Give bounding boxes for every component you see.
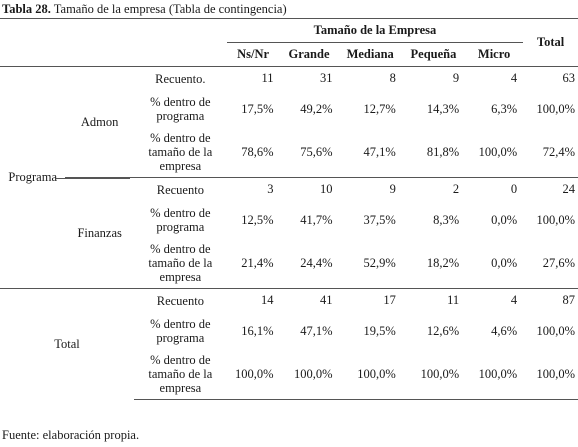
row-label: % dentro de tamaño de la empresa	[148, 130, 213, 174]
group-title: Tamaño de la Empresa	[226, 18, 524, 43]
cell-value: 11	[226, 66, 280, 91]
table-row: % dentro de tamaño de la empresa 100,0% 10…	[0, 349, 578, 400]
cell-value: 2	[401, 177, 466, 202]
cell-value: 100,0%	[478, 144, 518, 159]
cell-value: 49,2%	[300, 101, 333, 116]
cell-value: 100,0%	[226, 349, 280, 400]
column-header: Micro	[477, 47, 511, 61]
cell-value: 11	[401, 288, 466, 313]
table-row: % dentro de tamaño de la empresa 78,6% 75,…	[0, 128, 578, 178]
cell-value: 8	[338, 66, 402, 91]
row-label: % dentro de programa	[150, 94, 211, 123]
row-label: % dentro de tamaño de la empresa	[148, 241, 213, 285]
table-row: % dentro de programa 17,5% 49,2% 12,7% 14,3%…	[0, 91, 578, 128]
cell-value: 3	[226, 177, 280, 202]
caption-text: Tamaño de la empresa (Tabla de contingen…	[50, 2, 287, 16]
group-label-cell: Total	[0, 288, 134, 400]
cell-total: 63	[523, 66, 578, 91]
cell-value: 100,0%	[465, 349, 524, 400]
header-total: Total	[523, 18, 578, 67]
cell-value: 17,5%	[241, 101, 274, 116]
header-row-columns: Ns/Nr Grande Mediana Pequeña Micro	[0, 43, 578, 67]
cell-value: 0,0%	[491, 255, 518, 270]
cell-total: 100,0%	[536, 323, 575, 338]
cell-value: 9	[338, 177, 402, 202]
cell-total: 87	[523, 288, 578, 313]
row-dimension-cell: Programa	[0, 66, 130, 289]
cell-total: 100,0%	[536, 101, 575, 116]
cell-value: 17	[338, 288, 402, 313]
table-row: Finanzas Recuento 3 10 9 2 0 24	[0, 177, 578, 289]
row-dimension-connector	[56, 177, 130, 179]
cell-total: 27,6%	[542, 255, 575, 270]
cell-value: 78,6%	[241, 144, 274, 159]
cell-value: 19,5%	[363, 323, 396, 338]
cell-value: 41	[279, 288, 339, 313]
cell-total: 72,4%	[542, 144, 575, 159]
cell-value: 41,7%	[300, 212, 333, 227]
cell-value: 31	[279, 66, 339, 91]
cell-total: 24	[523, 177, 578, 202]
column-header: Pequeña	[410, 47, 457, 61]
table-row: Programa Admon Recuento. 11 31 8 9 4 63	[0, 66, 578, 289]
cell-value: 14	[226, 288, 280, 313]
cell-value: 14,3%	[426, 101, 460, 116]
group-label: Admon	[80, 114, 119, 129]
cell-value: 0	[465, 177, 524, 202]
column-header: Mediana	[346, 47, 394, 61]
cell-value: 52,9%	[363, 255, 396, 270]
cell-value: 37,5%	[363, 212, 396, 227]
row-dimension-label: Programa	[8, 170, 57, 184]
cell-value: 100,0%	[401, 349, 466, 400]
cell-value: 21,4%	[241, 255, 274, 270]
group-label-cell: Admon	[65, 66, 134, 178]
group-label-cell: Finanzas	[65, 177, 134, 289]
contingency-table: Tamaño de la Empresa Total Ns/Nr Grande …	[0, 18, 578, 400]
table-row: Total Recuento 14 41 17 11 4 87	[0, 288, 578, 400]
cell-value: 24,4%	[300, 255, 333, 270]
row-label: % dentro de tamaño de la empresa	[133, 349, 227, 400]
table-row: % dentro de programa 16,1% 47,1% 19,5% 12,6%…	[0, 313, 578, 350]
cell-value: 18,2%	[426, 255, 460, 270]
group-label: Finanzas	[77, 225, 122, 240]
table-footer: Fuente: elaboración propia.	[2, 428, 140, 442]
cell-value: 8,3%	[433, 212, 460, 227]
cell-total: 100,0%	[536, 212, 575, 227]
table-row: % dentro de programa 12,5% 41,7% 37,5% 8,3% 0…	[0, 202, 578, 239]
cell-total: 100,0%	[523, 349, 578, 400]
row-label: Recuento.	[133, 66, 227, 91]
cell-value: 81,8%	[426, 144, 460, 159]
row-label: % dentro de programa	[150, 316, 211, 345]
cell-value: 12,6%	[426, 323, 460, 338]
column-header: Grande	[288, 47, 330, 61]
cell-value: 10	[279, 177, 339, 202]
cell-value: 12,7%	[363, 101, 396, 116]
cell-value: 6,3%	[491, 101, 518, 116]
caption-label: Tabla 28.	[2, 2, 51, 16]
cell-value: 12,5%	[241, 212, 274, 227]
cell-value: 0,0%	[491, 212, 518, 227]
column-header: Ns/Nr	[237, 47, 270, 61]
header-row-group: Tamaño de la Empresa Total	[0, 18, 578, 67]
cell-value: 75,6%	[300, 144, 333, 159]
cell-value: 4	[465, 66, 524, 91]
cell-value: 9	[401, 66, 466, 91]
cell-value: 100,0%	[338, 349, 402, 400]
cell-value: 16,1%	[241, 323, 274, 338]
row-label: % dentro de programa	[150, 205, 211, 234]
cell-value: 47,1%	[300, 323, 333, 338]
row-label: Recuento	[133, 177, 227, 202]
cell-value: 100,0%	[279, 349, 339, 400]
cell-value: 4,6%	[491, 323, 518, 338]
cell-value: 4	[465, 288, 524, 313]
contingency-table-wrapper: Tamaño de la Empresa Total Ns/Nr Grande …	[0, 18, 578, 400]
group-label: Total	[54, 336, 80, 351]
cell-value: 47,1%	[363, 144, 396, 159]
row-label: Recuento	[133, 288, 227, 313]
table-caption: Tabla 28. Tamaño de la empresa (Tabla de…	[2, 2, 287, 17]
table-row: % dentro de tamaño de la empresa 21,4% 24,…	[0, 239, 578, 289]
